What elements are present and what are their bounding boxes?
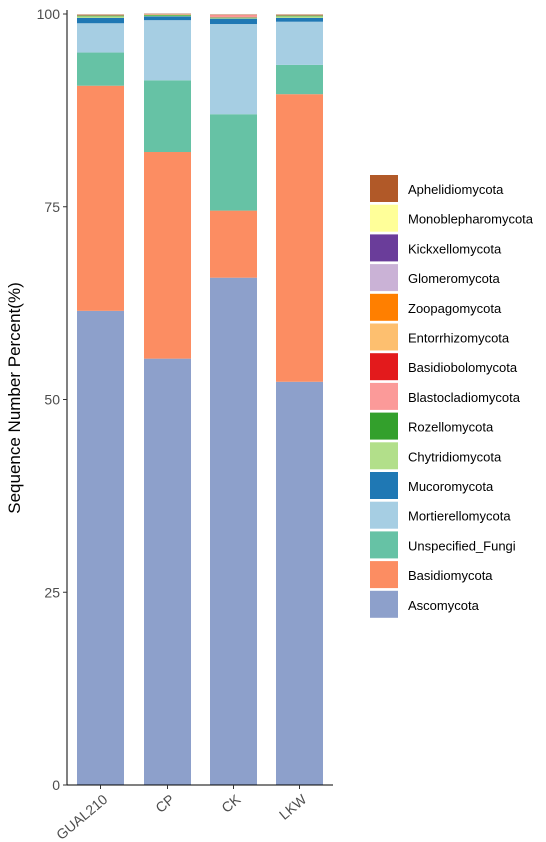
y-tick-label: 100 bbox=[37, 6, 61, 22]
x-ticks: GUAL210 CP CK LKW bbox=[53, 785, 310, 842]
bar-segment-mortierellomycota-lkw bbox=[276, 21, 323, 65]
legend-swatch-unspecified-fungi bbox=[370, 531, 398, 559]
bar-segment-mortierellomycota-ck bbox=[210, 24, 257, 115]
x-tick-label-cp: CP bbox=[152, 791, 177, 816]
legend-label-entorrhizomycota: Entorrhizomycota bbox=[408, 331, 510, 346]
legend-label-basidiomycota: Basidiomycota bbox=[408, 568, 493, 583]
legend-label-basidiobolomycota: Basidiobolomycota bbox=[408, 360, 518, 375]
legend-swatch-basidiobolomycota bbox=[370, 353, 398, 381]
bar-segment-chytridiomycota-cp bbox=[144, 15, 191, 17]
bar-segment-basidiomycota-lkw bbox=[276, 94, 323, 382]
bar-segment-mucoromycota-cp bbox=[144, 16, 191, 21]
legend-label-unspecified-fungi: Unspecified_Fungi bbox=[408, 538, 516, 553]
legend-label-zoopagomycota: Zoopagomycota bbox=[408, 301, 502, 316]
legend-swatch-basidiomycota bbox=[370, 561, 398, 589]
y-ticks: 0 25 50 75 100 bbox=[37, 6, 67, 793]
bar-segment-mucoromycota-gual210 bbox=[77, 17, 124, 24]
bar-segment-ascomycota-lkw bbox=[276, 381, 323, 785]
legend-label-ascomycota: Ascomycota bbox=[408, 598, 480, 613]
legend-label-blastocladiomycota: Blastocladiomycota bbox=[408, 390, 521, 405]
axes-layer bbox=[66, 10, 333, 786]
bar-segment-basidiomycota-gual210 bbox=[77, 85, 124, 311]
x-tick-label-gual210: GUAL210 bbox=[53, 791, 111, 842]
bar-segment-ascomycota-cp bbox=[144, 358, 191, 785]
legend-swatch-chytridiomycota bbox=[370, 442, 398, 470]
bar-segment-unspecified-fungi-cp bbox=[144, 80, 191, 153]
x-tick-label-ck: CK bbox=[218, 791, 244, 816]
legend-swatch-mortierellomycota bbox=[370, 501, 398, 529]
legend-label-mortierellomycota: Mortierellomycota bbox=[408, 509, 511, 524]
bar-segment-chytridiomycota-lkw bbox=[276, 16, 323, 18]
bar-segment-rozellomycota-lkw bbox=[276, 15, 323, 17]
legend-swatch-aphelidiomycota bbox=[370, 175, 398, 202]
legend-label-rozellomycota: Rozellomycota bbox=[408, 420, 494, 435]
legend: Aphelidiomycota Monoblepharomycota Kickxel… bbox=[370, 175, 534, 618]
legend-swatch-ascomycota bbox=[370, 590, 398, 618]
bar-segment-chytridiomycota-ck bbox=[210, 17, 257, 19]
y-axis-label: Sequence Number Percent(%) bbox=[5, 282, 24, 514]
bar-segment-basidiomycota-cp bbox=[144, 152, 191, 359]
legend-label-chytridiomycota: Chytridiomycota bbox=[408, 449, 502, 464]
bar-segment-ascomycota-gual210 bbox=[77, 310, 124, 785]
bars-layer bbox=[77, 13, 323, 785]
legend-swatch-monoblepharomycota bbox=[370, 204, 398, 232]
bar-segment-mucoromycota-ck bbox=[210, 18, 257, 25]
legend-swatch-mucoromycota bbox=[370, 472, 398, 499]
legend-swatch-rozellomycota bbox=[370, 412, 398, 440]
x-tick-label-lkw: LKW bbox=[276, 791, 310, 823]
bar-segment-basidiomycota-ck bbox=[210, 210, 257, 278]
y-tick-label: 75 bbox=[44, 199, 60, 215]
legend-swatch-blastocladiomycota bbox=[370, 382, 398, 410]
bar-segment-unspecified-fungi-ck bbox=[210, 114, 257, 211]
bar-segment-rozellomycota-gual210 bbox=[77, 15, 124, 17]
bar-segment-chytridiomycota-gual210 bbox=[77, 16, 124, 18]
bar-segment-ascomycota-ck bbox=[210, 277, 257, 785]
bar-segment-mucoromycota-lkw bbox=[276, 17, 323, 22]
legend-label-monoblepharomycota: Monoblepharomycota bbox=[408, 212, 534, 227]
bar-segment-unspecified-fungi-lkw bbox=[276, 64, 323, 95]
legend-label-kickxellomycota: Kickxellomycota bbox=[408, 241, 502, 256]
bar-segment-rozellomycota-cp bbox=[144, 14, 191, 16]
y-tick-label: 50 bbox=[44, 392, 60, 408]
legend-swatch-zoopagomycota bbox=[370, 293, 398, 321]
legend-swatch-entorrhizomycota bbox=[370, 323, 398, 351]
legend-label-glomeromycota: Glomeromycota bbox=[408, 271, 501, 286]
legend-swatch-kickxellomycota bbox=[370, 234, 398, 262]
legend-label-mucoromycota: Mucoromycota bbox=[408, 479, 494, 494]
legend-swatch-glomeromycota bbox=[370, 264, 398, 292]
legend-label-aphelidiomycota: Aphelidiomycota bbox=[408, 182, 504, 197]
bar-segment-unspecified-fungi-gual210 bbox=[77, 52, 124, 86]
bar-segment-mortierellomycota-cp bbox=[144, 20, 191, 81]
y-tick-label: 0 bbox=[52, 777, 60, 793]
bar-segment-blastocladiomycota-ck bbox=[210, 15, 257, 18]
y-tick-label: 25 bbox=[44, 584, 60, 600]
bar-segment-mortierellomycota-gual210 bbox=[77, 23, 124, 53]
